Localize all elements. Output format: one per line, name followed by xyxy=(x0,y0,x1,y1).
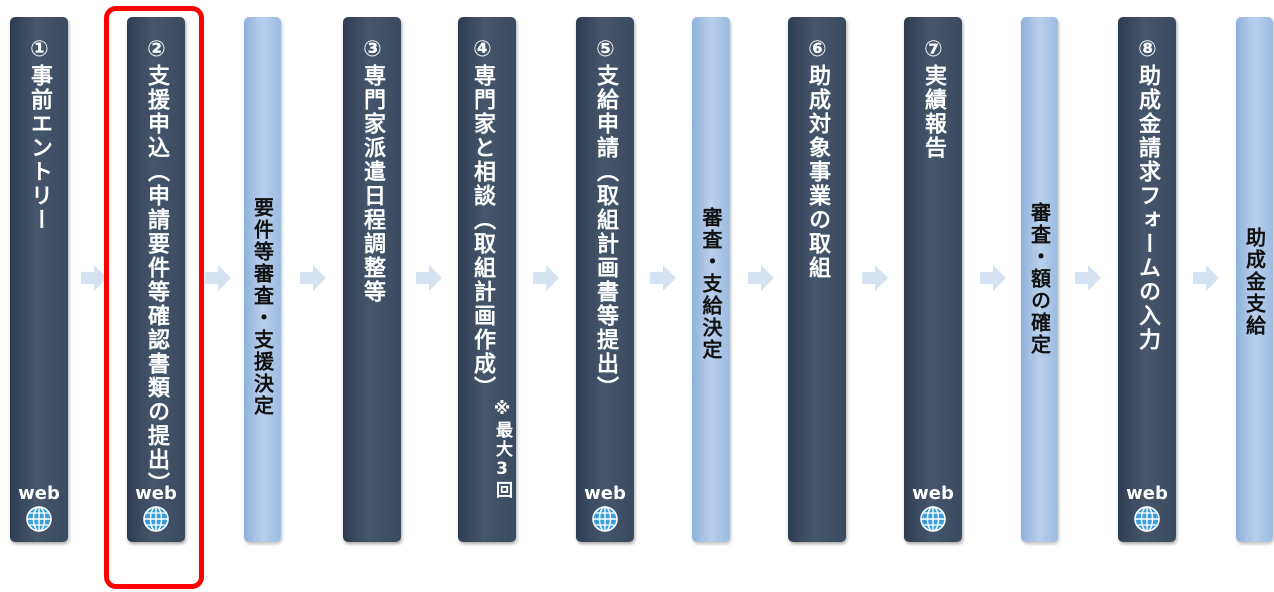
step-4-title: ④専門家と相談（取組計画作成） xyxy=(470,37,495,400)
arrow-right-icon xyxy=(1075,265,1101,291)
step-7-report: ⑦実績報告 web xyxy=(904,17,962,542)
step-2-application: ②支援申込（申請要件等確認書類の提出） web xyxy=(127,17,185,542)
review-support-decision-label: 要件等審査・支援決定 xyxy=(250,197,275,417)
web-label: web xyxy=(1126,483,1168,504)
web-label: web xyxy=(912,483,954,504)
arrow-right-icon xyxy=(205,265,231,291)
arrow-right-icon xyxy=(1193,265,1219,291)
step-6-title: ⑥助成対象事業の取組 xyxy=(805,37,830,280)
arrow-right-icon xyxy=(862,265,888,291)
step-5-title: ⑤支給申請（取組計画書等提出） xyxy=(593,37,618,400)
step-8-claim-form: ⑧助成金請求フォームの入力 web xyxy=(1118,17,1176,542)
arrow-right-icon xyxy=(650,265,676,291)
globe-icon xyxy=(26,506,52,532)
arrow-right-icon xyxy=(300,265,326,291)
current-step-highlight xyxy=(104,6,204,589)
web-badge: web xyxy=(581,485,629,534)
review-payment-decision: 審査・支給決定 xyxy=(692,17,730,542)
web-badge: web xyxy=(909,485,957,534)
web-label: web xyxy=(584,483,626,504)
step-4-note: ※最大3回 xyxy=(492,399,512,500)
step-8-title: ⑧助成金請求フォームの入力 xyxy=(1135,37,1160,352)
review-support-decision: 要件等審査・支援決定 xyxy=(244,17,281,542)
globe-icon xyxy=(1134,506,1160,532)
step-3-scheduling: ③専門家派遣日程調整等 xyxy=(343,17,401,542)
arrow-right-icon xyxy=(416,265,442,291)
step-3-title: ③専門家派遣日程調整等 xyxy=(360,37,385,304)
step-2-title: ②支援申込（申請要件等確認書類の提出） xyxy=(144,37,169,496)
globe-icon xyxy=(592,506,618,532)
web-badge: web xyxy=(15,485,63,534)
grant-payment-label: 助成金支給 xyxy=(1242,227,1267,337)
web-badge: web xyxy=(132,485,180,534)
review-amount-confirmation: 審査・額の確定 xyxy=(1021,17,1058,542)
arrow-right-icon xyxy=(980,265,1006,291)
step-4-consultation: ④専門家と相談（取組計画作成） ※最大3回 xyxy=(458,17,516,542)
globe-icon xyxy=(143,506,169,532)
review-payment-decision-label: 審査・支給決定 xyxy=(699,207,723,361)
step-1-title: ①事前エントリー xyxy=(27,37,52,232)
arrow-right-icon xyxy=(748,265,774,291)
review-amount-confirmation-label: 審査・額の確定 xyxy=(1027,202,1052,356)
step-7-title: ⑦実績報告 xyxy=(921,37,946,160)
arrow-right-icon xyxy=(81,265,107,291)
web-badge: web xyxy=(1123,485,1171,534)
globe-icon xyxy=(920,506,946,532)
step-5-payment-application: ⑤支給申請（取組計画書等提出） web xyxy=(576,17,634,542)
grant-payment: 助成金支給 xyxy=(1236,17,1273,542)
arrow-right-icon xyxy=(533,265,559,291)
step-6-project-work: ⑥助成対象事業の取組 xyxy=(788,17,846,542)
step-1-entry: ①事前エントリー web xyxy=(10,17,68,542)
web-label: web xyxy=(135,483,177,504)
web-label: web xyxy=(18,483,60,504)
